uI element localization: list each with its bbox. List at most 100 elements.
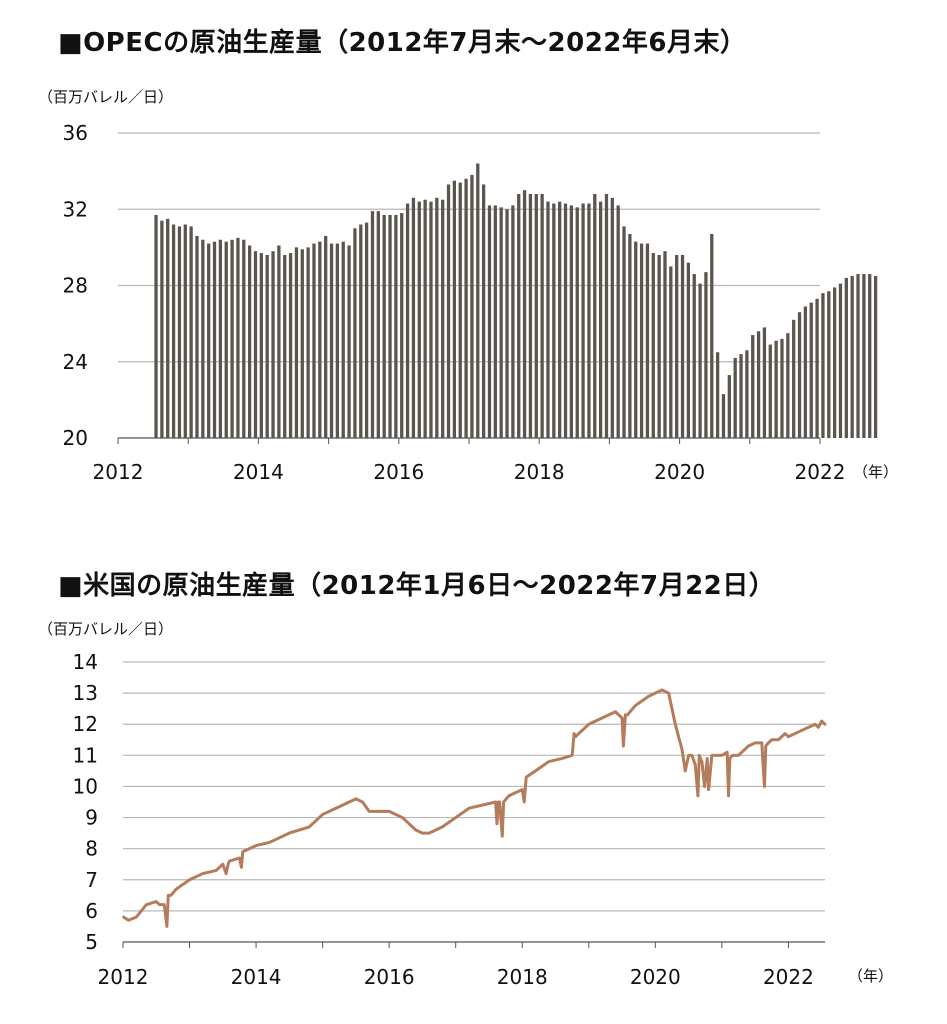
opec-bar <box>844 277 848 439</box>
opec-bar <box>429 201 433 438</box>
opec-bar <box>405 203 410 438</box>
opec-bar <box>446 184 451 438</box>
opec-bar <box>166 218 170 438</box>
opec-bar <box>306 247 310 439</box>
us-x-tick-2012: 2012 <box>98 965 149 989</box>
opec-bar <box>604 194 609 438</box>
opec-bar <box>522 190 527 438</box>
opec-bar <box>873 275 878 438</box>
opec-bar <box>177 226 182 438</box>
opec-bar <box>230 239 234 438</box>
us-y-tick-13: 13 <box>73 681 98 705</box>
opec-bar <box>715 352 720 438</box>
opec-bar <box>300 249 304 438</box>
opec-bar <box>704 272 708 438</box>
opec-bar <box>517 194 521 438</box>
opec-bar <box>271 251 275 438</box>
opec-x-tick-2014: 2014 <box>233 460 284 484</box>
opec-x-tick-2012: 2012 <box>93 460 144 484</box>
opec-bar <box>207 243 211 438</box>
opec-bar <box>534 194 538 438</box>
opec-bar <box>171 224 176 438</box>
us-production-line <box>122 688 827 928</box>
opec-bar <box>335 243 340 438</box>
opec-bar <box>680 255 685 438</box>
us-y-tick-5: 5 <box>85 930 98 954</box>
opec-x-tick-2018: 2018 <box>514 460 565 484</box>
opec-bar <box>400 213 404 438</box>
us-y-tick-12: 12 <box>73 712 98 736</box>
opec-bar <box>821 293 825 439</box>
opec-bar <box>441 199 445 438</box>
opec-bar <box>242 239 246 438</box>
us-y-tick-8: 8 <box>85 837 98 861</box>
opec-bar <box>394 214 398 438</box>
opec-bar <box>189 226 193 438</box>
opec-bar <box>487 205 492 438</box>
opec-x-tick-2020: 2020 <box>654 460 705 484</box>
opec-bar <box>183 224 187 438</box>
opec-bar <box>347 245 351 438</box>
opec-bar <box>610 197 614 438</box>
opec-bar <box>628 234 632 438</box>
opec-bar <box>423 199 427 438</box>
opec-x-tick-2016: 2016 <box>373 460 424 484</box>
opec-bar-chart: 20 24 28 32 36 2012 2014 2016 2018 2020 2022 （年） <box>63 121 898 484</box>
opec-bar <box>569 205 574 438</box>
us-y-tick-11: 11 <box>73 743 98 767</box>
opec-bar <box>651 253 655 438</box>
opec-y-tick-24: 24 <box>63 350 88 374</box>
opec-bar <box>751 335 755 438</box>
opec-bar <box>675 255 679 438</box>
opec-bar <box>815 298 819 438</box>
opec-bar <box>288 253 293 438</box>
us-y-tick-14: 14 <box>73 650 98 674</box>
opec-bar <box>780 338 784 439</box>
opec-bar <box>593 194 597 438</box>
opec-bar <box>417 201 421 438</box>
us-chart-title: ■米国の原油生産量（2012年1月6日～2022年7月22日） <box>58 571 776 601</box>
opec-bar <box>786 333 790 438</box>
opec-bar <box>154 214 158 438</box>
opec-bar <box>727 375 731 438</box>
opec-bar <box>493 205 497 438</box>
opec-bar <box>224 241 228 438</box>
opec-bar <box>388 214 392 438</box>
opec-bar <box>201 239 205 438</box>
opec-y-tick-36: 36 <box>63 121 88 145</box>
opec-bar <box>838 283 843 438</box>
us-x-tick-2014: 2014 <box>231 965 282 989</box>
opec-bar <box>265 255 269 438</box>
opec-bar <box>745 350 749 438</box>
opec-bar <box>768 344 772 438</box>
opec-bar <box>762 327 767 438</box>
opec-bar <box>499 207 503 438</box>
opec-bar <box>634 241 638 438</box>
opec-bar <box>686 262 691 439</box>
opec-bar <box>458 182 462 438</box>
opec-bar <box>575 207 579 438</box>
us-x-tick-2016: 2016 <box>364 965 415 989</box>
opec-bar <box>435 197 439 438</box>
opec-bar <box>247 245 252 438</box>
opec-bar <box>324 235 328 438</box>
opec-bar <box>370 211 375 438</box>
opec-bar <box>364 222 369 438</box>
opec-bar <box>862 274 866 438</box>
opec-bar <box>411 197 416 438</box>
opec-y-axis-unit: （百万バレル／日） <box>38 88 174 106</box>
opec-y-tick-28: 28 <box>63 274 88 298</box>
opec-bar <box>476 163 480 438</box>
opec-bar <box>663 251 667 438</box>
us-x-tick-2020: 2020 <box>630 965 681 989</box>
opec-bar <box>528 194 533 438</box>
opec-bar <box>581 203 585 438</box>
opec-chart-title: ■OPECの原油生産量（2012年7月末～2022年6月末） <box>58 28 747 58</box>
opec-bar <box>710 234 714 438</box>
opec-x-tick-2022: 2022 <box>795 460 846 484</box>
opec-bar <box>803 306 808 438</box>
opec-bar <box>657 255 661 438</box>
opec-bar <box>505 209 509 438</box>
us-y-tick-6: 6 <box>85 899 98 923</box>
opec-y-tick-32: 32 <box>63 197 88 221</box>
